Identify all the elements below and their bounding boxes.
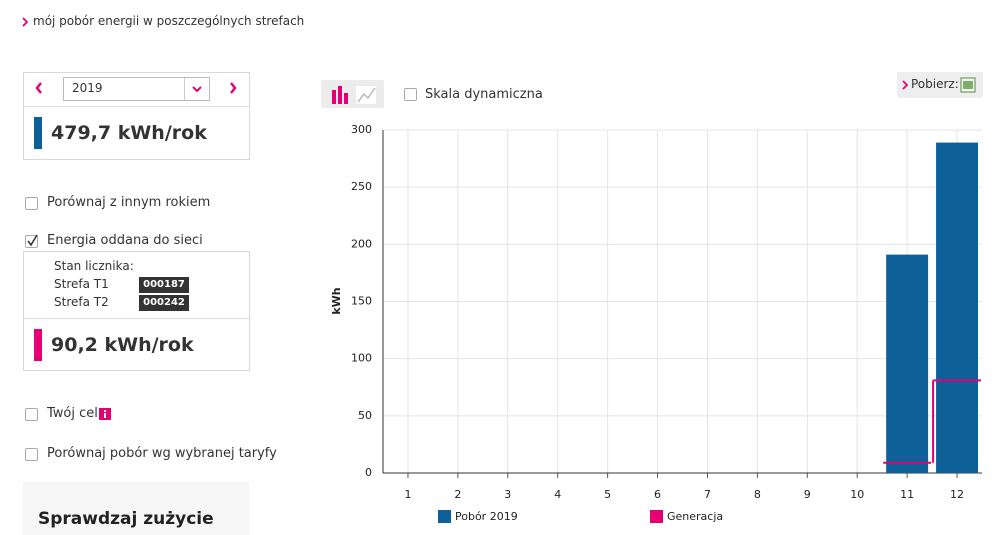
- download-arrow: [902, 80, 908, 90]
- excel-icon: [960, 77, 976, 93]
- promo-box: [23, 482, 249, 535]
- x-tick-label: 7: [704, 488, 711, 501]
- year-select[interactable]: [63, 77, 210, 101]
- y-tick-label: 250: [351, 180, 372, 193]
- zone-label: Strefa T2: [54, 295, 109, 309]
- select-arrow[interactable]: [191, 85, 203, 93]
- info-icon[interactable]: [99, 408, 111, 420]
- x-tick-label: 12: [950, 488, 964, 501]
- checkmark: [27, 234, 38, 247]
- x-tick-label: 9: [804, 488, 811, 501]
- annual-returned: 90,2 kWh/rok: [51, 334, 194, 356]
- x-tick-label: 3: [504, 488, 511, 501]
- x-tick-label: 2: [454, 488, 461, 501]
- breadcrumb[interactable]: mój pobór energii w poszczególnych stref…: [33, 14, 305, 28]
- year-value: 2019: [72, 81, 103, 95]
- prev-year[interactable]: [34, 81, 44, 95]
- y-tick-label: 150: [351, 295, 372, 308]
- y-tick-label: 100: [351, 352, 372, 365]
- x-tick-label: 11: [900, 488, 914, 501]
- divider: [24, 318, 249, 319]
- y-axis-label: kWh: [330, 287, 343, 314]
- x-tick-label: 10: [850, 488, 864, 501]
- y-tick-label: 50: [358, 409, 372, 422]
- returned-marker: [34, 329, 42, 361]
- download-label[interactable]: Pobierz:: [911, 77, 959, 91]
- x-tick-label: 6: [654, 488, 661, 501]
- x-tick-label: 1: [404, 488, 411, 501]
- bar: [936, 142, 979, 473]
- y-tick-label: 0: [365, 466, 372, 479]
- promo-title[interactable]: Sprawdzaj zużycie: [38, 509, 214, 529]
- chart-type-icons[interactable]: [330, 84, 380, 106]
- x-tick-label: 4: [554, 488, 561, 501]
- checkbox[interactable]: [25, 408, 38, 421]
- year-panel: [23, 72, 250, 160]
- annual-consumption: 479,7 kWh/rok: [51, 122, 207, 144]
- checkbox[interactable]: [25, 448, 38, 461]
- y-tick-label: 200: [351, 237, 372, 250]
- checkbox-label[interactable]: Porównaj z innym rokiem: [47, 195, 211, 210]
- legend-swatch: [438, 510, 451, 523]
- legend-swatch: [650, 510, 663, 523]
- checkbox-label[interactable]: Skala dynamiczna: [425, 87, 543, 102]
- checkbox[interactable]: [404, 88, 417, 101]
- next-year[interactable]: [228, 81, 238, 95]
- x-tick-label: 5: [604, 488, 611, 501]
- select-divider: [184, 78, 185, 100]
- divider: [24, 106, 249, 107]
- breadcrumb-arrow: [22, 17, 28, 27]
- checkbox[interactable]: [25, 197, 38, 210]
- checkbox-label[interactable]: Twój cel: [47, 406, 98, 421]
- bar: [886, 254, 929, 473]
- legend-label: Generacja: [667, 510, 723, 523]
- legend-label: Pobór 2019: [455, 510, 518, 523]
- consumption-marker: [34, 117, 42, 149]
- x-tick-label: 8: [754, 488, 761, 501]
- checkbox-label[interactable]: Porównaj pobór wg wybranej taryfy: [47, 446, 277, 461]
- meter-panel: [23, 251, 250, 371]
- meter-title: Stan licznika:: [54, 259, 134, 273]
- meter-reading: 000242: [139, 295, 189, 311]
- checkbox-label[interactable]: Energia oddana do sieci: [47, 233, 203, 248]
- meter-reading: 000187: [139, 277, 189, 293]
- y-tick-label: 300: [351, 123, 372, 136]
- zone-label: Strefa T1: [54, 277, 109, 291]
